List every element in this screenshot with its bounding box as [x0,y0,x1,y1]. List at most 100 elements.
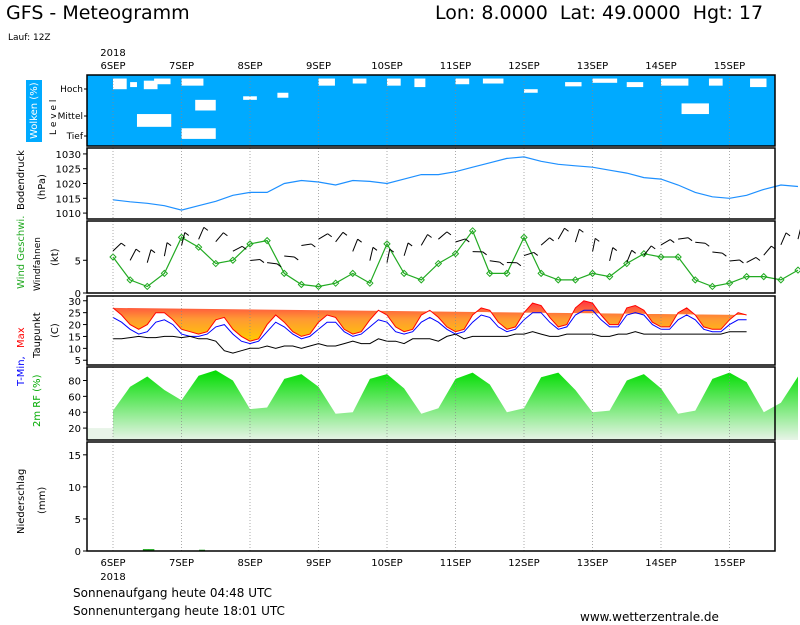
wind-barb [557,227,565,240]
cloud-level-axis-label: L e v e l [49,100,59,135]
temperature-tick-label: 20 [68,321,81,332]
cloud-gap [181,78,204,86]
cloud-gap [181,128,216,139]
wind-barb [746,257,757,263]
wind-speed-marker [297,280,306,289]
pressure-unit-label: (hPa) [37,174,48,200]
wind-barb-feather [612,247,618,251]
cloud-gap [387,78,401,86]
wind-barb [695,241,706,244]
wind-speed-marker [417,276,425,284]
wind-barb [643,245,652,256]
pressure-tick-label: 1025 [56,165,81,176]
wind-barb-feather [342,231,348,236]
wind-barb [181,232,186,246]
wind-speed-marker [400,269,408,278]
wind-speed-marker [160,269,169,278]
wind-speed-marker [657,253,665,261]
wind-speed-marker [434,259,443,268]
date-label-bottom: 12SEP [508,558,539,569]
precipitation-bar [148,549,155,551]
wind-barb-feather [669,239,675,243]
wind-barb [489,260,500,263]
cloud-gap [195,99,216,111]
wind-speed-marker [520,233,528,242]
wind-barb [232,245,243,252]
wind-barb [403,242,409,256]
date-label-bottom: 7SEP [169,558,194,569]
cloud-level-label: Hoch [60,85,83,95]
cloud-gap [154,78,171,85]
wind-barb [438,231,448,240]
cloud-gap [565,82,582,87]
sunset-text: Sonnenuntergang heute 18:01 UTC [73,604,285,618]
wind-speed-marker [691,276,699,284]
cloud-gap [524,89,538,93]
date-label-top: 11SEP [440,61,471,72]
wind-speed-marker [280,269,288,278]
wind-barb-feather [135,248,141,253]
wind-speed-marker [451,250,460,258]
wind-speed-marker [794,266,800,274]
panel-background [87,148,775,219]
wind-speed-marker [640,250,648,258]
precip-tick-label: 0 [75,547,81,558]
wind-barb-feather [650,245,656,250]
wind-barb-feather [372,246,378,251]
cloud-gap [143,80,158,90]
cloud-label-box [26,80,42,142]
wind-speed-marker [109,253,117,261]
humidity-tick-label: 80 [68,376,81,387]
wind-barb-feather [579,228,584,233]
panel-background [87,442,775,551]
wind-speed-line [112,229,799,288]
wind-barb-feather [120,242,126,247]
cloud-gap [708,78,723,86]
panel-frame [86,220,776,294]
wind-barb [352,239,359,252]
wind-barb-feather [293,256,299,261]
wind-barb-feather [704,242,710,247]
cloud-gap [113,78,127,90]
wind-speed-marker [605,272,614,281]
wind-barb-feather [311,243,316,248]
wind-speed-marker [537,269,545,278]
humidity-axis-label: 2m RF (%) [32,374,43,427]
precipitation-bar [142,549,149,551]
wind-barb [626,250,633,263]
wind-barb-feather [427,234,432,238]
wind-barb [198,227,205,240]
wind-barb [780,232,787,246]
panel-frame [86,74,776,147]
wind-barb [249,259,261,262]
wind-barb-feather [150,249,156,254]
wind-speed-marker [725,279,734,287]
wind-barb-feather [276,263,282,268]
wind-barb [420,234,428,246]
cloud-gap [352,78,367,84]
wind-barb [574,229,580,243]
wind-speed-marker [468,227,477,235]
temperature-tick-label: 15 [68,332,81,343]
cloud-gap [243,96,257,100]
wind-barb-feather [755,257,761,261]
cloud-gap [681,103,709,115]
cloud-gap [661,78,689,86]
cloud-gap [414,78,426,88]
wind-barb-feather [739,259,744,264]
date-label-bottom: 9SEP [306,558,331,569]
wind-barb [523,251,534,257]
tmax-line [112,300,747,342]
date-label-top: 8SEP [237,61,262,72]
website-link[interactable]: www.wetterzentrale.de [580,610,719,624]
cloud-gap [136,114,172,127]
wind-speed-marker [126,276,134,284]
cloud-gap [130,82,137,88]
humidity-tick-label: 40 [68,408,81,419]
pressure-tick-label: 1030 [56,150,81,161]
wind-tick-label: 0 [75,289,81,300]
wind-tick-label: 5 [75,256,81,267]
wind-barb [609,247,614,261]
pressure-tick-label: 1010 [56,209,81,220]
